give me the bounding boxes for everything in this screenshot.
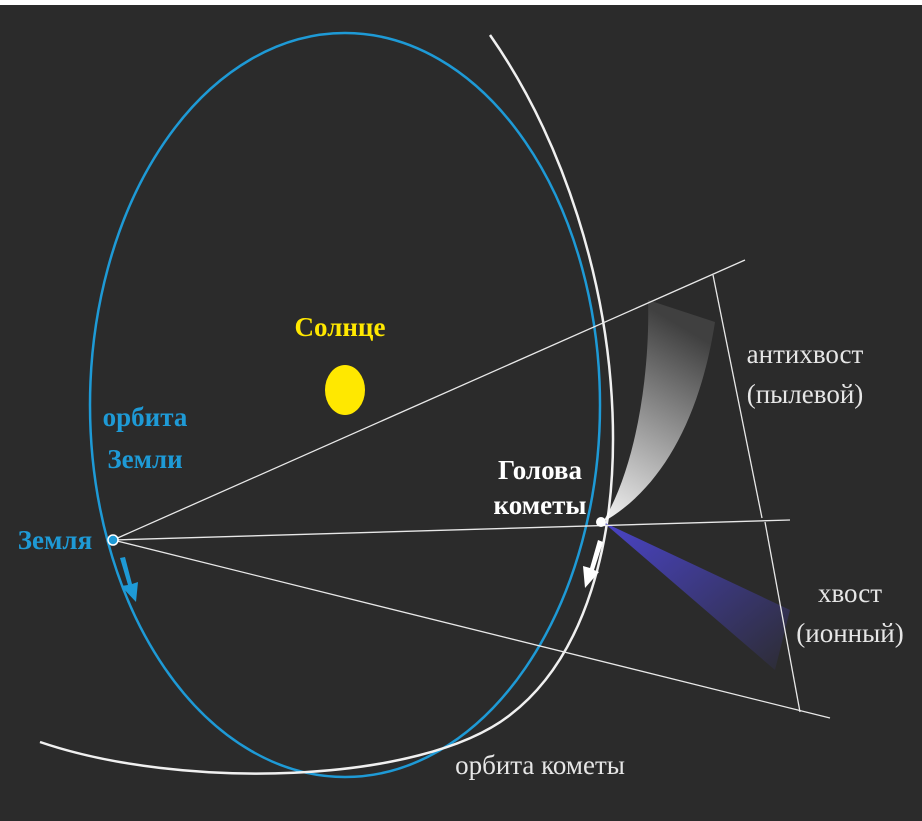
top-strip [0,0,922,5]
earth-label: Земля [18,525,92,555]
earth-orbit-label: Земли [107,444,182,474]
sun [325,365,365,415]
tail-label: (ионный) [796,618,903,648]
sun-label: Солнце [295,312,386,342]
antitail-label: (пылевой) [747,379,864,409]
comet-head-label: кометы [494,490,587,520]
comet-head-label: Голова [498,455,583,485]
comet-head [596,517,606,527]
earth-orbit-label: орбита [103,402,188,432]
page: {"labels": {"sun": "Солнце", "earth_orbi… [0,0,922,821]
earth [108,535,118,545]
antitail-label: антихвост [747,339,864,369]
comet-orbit-label: орбита кометы [455,750,625,780]
diagram: Солнце орбита Земли Земля Голова кометы … [0,0,922,821]
tail-label: хвост [818,578,882,608]
